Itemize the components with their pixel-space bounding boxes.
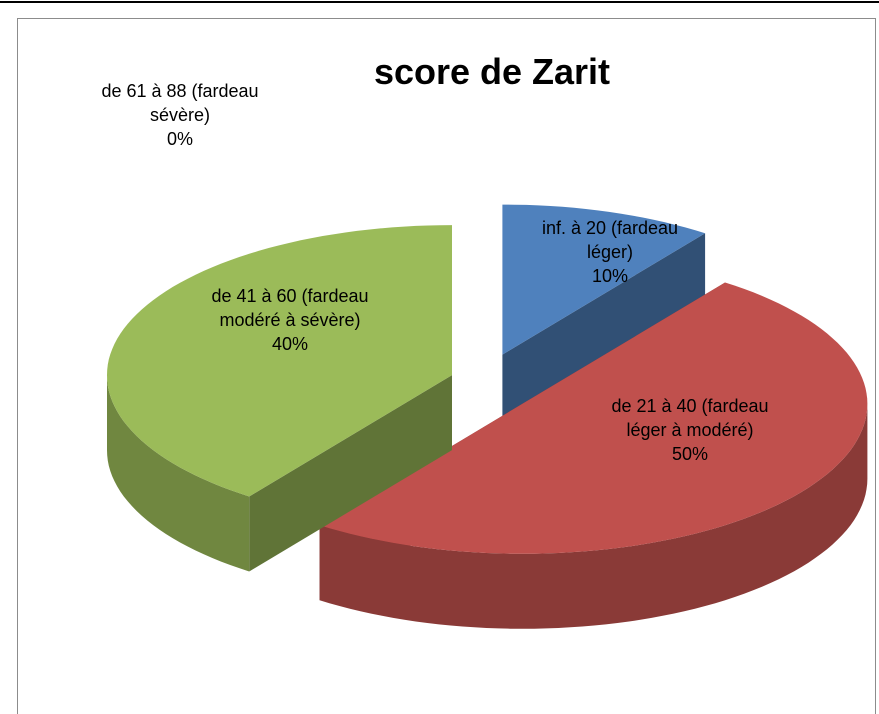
slice [319,282,868,554]
category-label: inf. à 20 (fardeau léger) [541,218,679,262]
category-label: de 21 à 40 (fardeau léger à modéré) [611,396,769,440]
slice-wall [107,375,250,572]
slice-side [249,375,452,572]
slice-wall [319,403,868,629]
category-label: de 61 à 88 (fardeau sévère) [101,81,259,125]
slice [107,225,452,497]
category-label: de 41 à 60 (fardeau modéré à sévère) [211,286,369,330]
data-label: de 61 à 88 (fardeau sévère) 0% [95,79,265,151]
slice [502,204,706,355]
value-label: 40% [271,334,309,354]
value-label: 0% [166,129,193,149]
data-label: inf. à 20 (fardeau léger) 10% [525,216,695,288]
chart-title: score de Zarit [373,51,611,92]
value-label: 10% [591,266,629,286]
value-label: 50% [671,444,709,464]
chart-frame [17,18,876,714]
slice-side [502,233,706,430]
data-label: de 41 à 60 (fardeau modéré à sévère) 40% [205,284,375,356]
data-label: de 21 à 40 (fardeau léger à modéré) 50% [605,394,775,466]
pie [107,204,868,629]
